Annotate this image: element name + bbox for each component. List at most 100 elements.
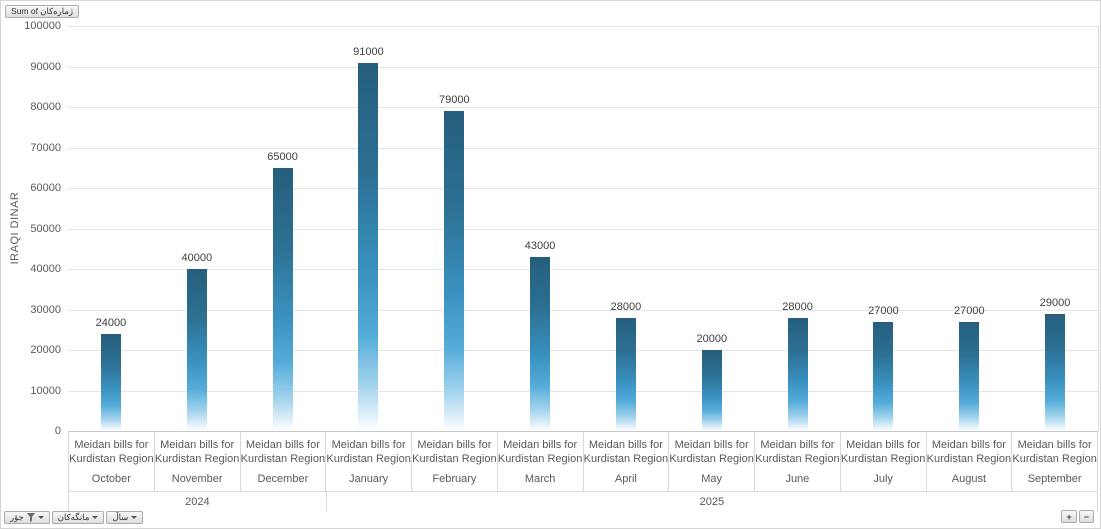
series-name-line: Meidan bills for (1017, 439, 1092, 451)
data-label: 24000 (95, 316, 127, 329)
bar[interactable] (615, 317, 636, 431)
month-label: September (1027, 473, 1082, 485)
gridline (68, 309, 1098, 311)
data-label: 20000 (696, 333, 728, 345)
series-name-line: Kurdistan Region (69, 453, 154, 465)
axis-field-buttons: جۆر مانگەکان ساڵ (4, 511, 144, 524)
series-name-line: Kurdistan Region (154, 453, 240, 465)
y-axis-tick-label: 100000 (24, 20, 61, 32)
y-axis-tick-label: 50000 (30, 222, 61, 235)
month-label: March (524, 473, 556, 485)
axis-field-button[interactable]: مانگەکان (51, 511, 105, 524)
series-name-line: Kurdistan Region (497, 453, 583, 465)
year-group-label: 2025 (327, 492, 1098, 512)
expand-field-button[interactable]: + (1061, 510, 1077, 523)
bar[interactable] (358, 62, 379, 431)
data-label: 28000 (610, 300, 642, 313)
bar[interactable] (959, 321, 980, 431)
category-cell: Meidan bills for Kurdistan Region October (68, 432, 155, 491)
month-label: June (785, 473, 810, 485)
bar[interactable] (701, 350, 722, 431)
category-cell: Meidan bills for Kurdistan Region August (927, 432, 1013, 491)
bar[interactable] (100, 333, 121, 431)
month-label: December (257, 473, 309, 485)
series-name-line: Meidan bills for (417, 439, 492, 451)
month-label: May (701, 473, 723, 485)
data-label: 43000 (524, 239, 556, 252)
chevron-down-icon (37, 516, 44, 519)
series-name-line: Meidan bills for (931, 439, 1006, 451)
month-label: August (951, 473, 986, 485)
gridline (68, 147, 1098, 149)
bar[interactable] (444, 111, 465, 431)
series-name-line: Kurdistan Region (1012, 453, 1097, 465)
y-axis-tick-label: 0 (54, 425, 61, 437)
series-name-line: Meidan bills for (588, 439, 663, 451)
y-axis-tick-label: 60000 (30, 182, 61, 194)
series-name-line: Meidan bills for (674, 439, 749, 451)
category-cell: Meidan bills for Kurdistan Region Septembe… (1012, 432, 1098, 491)
series-name-line: Kurdistan Region (240, 453, 326, 465)
field-expand-collapse: + − (1061, 510, 1094, 523)
data-label: 27000 (954, 304, 985, 317)
axis-field-button[interactable]: جۆر (4, 511, 50, 524)
gridline (68, 66, 1098, 68)
bar[interactable] (873, 321, 894, 431)
month-label: July (873, 473, 893, 485)
month-label: October (91, 473, 131, 485)
series-name-line: Kurdistan Region (326, 453, 411, 465)
data-label: 29000 (1039, 296, 1071, 309)
month-label: November (171, 473, 223, 485)
category-cell: Meidan bills for Kurdistan Region December (241, 432, 327, 491)
collapse-field-button[interactable]: − (1078, 510, 1094, 523)
category-cell: Meidan bills for Kurdistan Region March (498, 432, 584, 491)
gridline (68, 26, 1098, 27)
category-cell: Meidan bills for Kurdistan Region June (755, 432, 841, 491)
axis-field-label: جۆر (10, 512, 24, 522)
axis-field-label: مانگەکان (57, 512, 90, 522)
data-label: 40000 (181, 252, 213, 264)
month-label: February (432, 473, 477, 485)
month-label: April (614, 473, 637, 485)
category-cell: Meidan bills for Kurdistan Region April (584, 432, 670, 491)
data-label: 65000 (267, 150, 298, 163)
bar[interactable] (186, 269, 207, 431)
y-axis-tick-label: 20000 (30, 344, 61, 356)
gridline (68, 390, 1098, 392)
series-name-line: Kurdistan Region (926, 453, 1012, 465)
category-cell: Meidan bills for Kurdistan Region July (841, 432, 927, 491)
gridline (68, 188, 1098, 189)
y-axis-tick-label: 90000 (30, 60, 61, 73)
bar[interactable] (1045, 313, 1066, 431)
bar[interactable] (272, 167, 293, 432)
data-label: 27000 (868, 304, 899, 317)
value-field-button[interactable]: Sum of ژمارەکان (5, 5, 79, 18)
category-cell: Meidan bills for Kurdistan Region February (412, 432, 498, 491)
series-name-line: Kurdistan Region (669, 453, 754, 465)
series-name-line: Kurdistan Region (840, 453, 926, 465)
y-axis-tick-label: 10000 (30, 384, 61, 397)
data-label: 79000 (439, 94, 470, 107)
category-cell: Meidan bills for Kurdistan Region May (669, 432, 755, 491)
month-label: January (349, 473, 389, 485)
category-axis: Meidan bills for Kurdistan Region October M… (68, 431, 1098, 512)
series-name-line: Kurdistan Region (412, 453, 497, 465)
bar[interactable] (787, 317, 808, 431)
category-cell: Meidan bills for Kurdistan Region January (326, 432, 412, 491)
axis-field-button[interactable]: ساڵ (106, 511, 144, 524)
series-name-line: Kurdistan Region (583, 453, 669, 465)
y-axis-tick-label: 30000 (30, 303, 61, 316)
gridline (68, 350, 1098, 351)
y-axis-tick-label: 40000 (30, 263, 61, 275)
bar[interactable] (530, 256, 551, 431)
series-name-line: Meidan bills for (245, 439, 320, 451)
year-group-label: 2024 (68, 492, 327, 512)
filter-funnel-icon (26, 513, 35, 522)
gridline (68, 228, 1098, 230)
series-name-line: Meidan bills for (160, 439, 235, 451)
series-name-line: Meidan bills for (846, 439, 921, 451)
chevron-down-icon (92, 516, 99, 519)
plot-right-border (1098, 26, 1099, 431)
series-name-line: Meidan bills for (331, 439, 406, 451)
